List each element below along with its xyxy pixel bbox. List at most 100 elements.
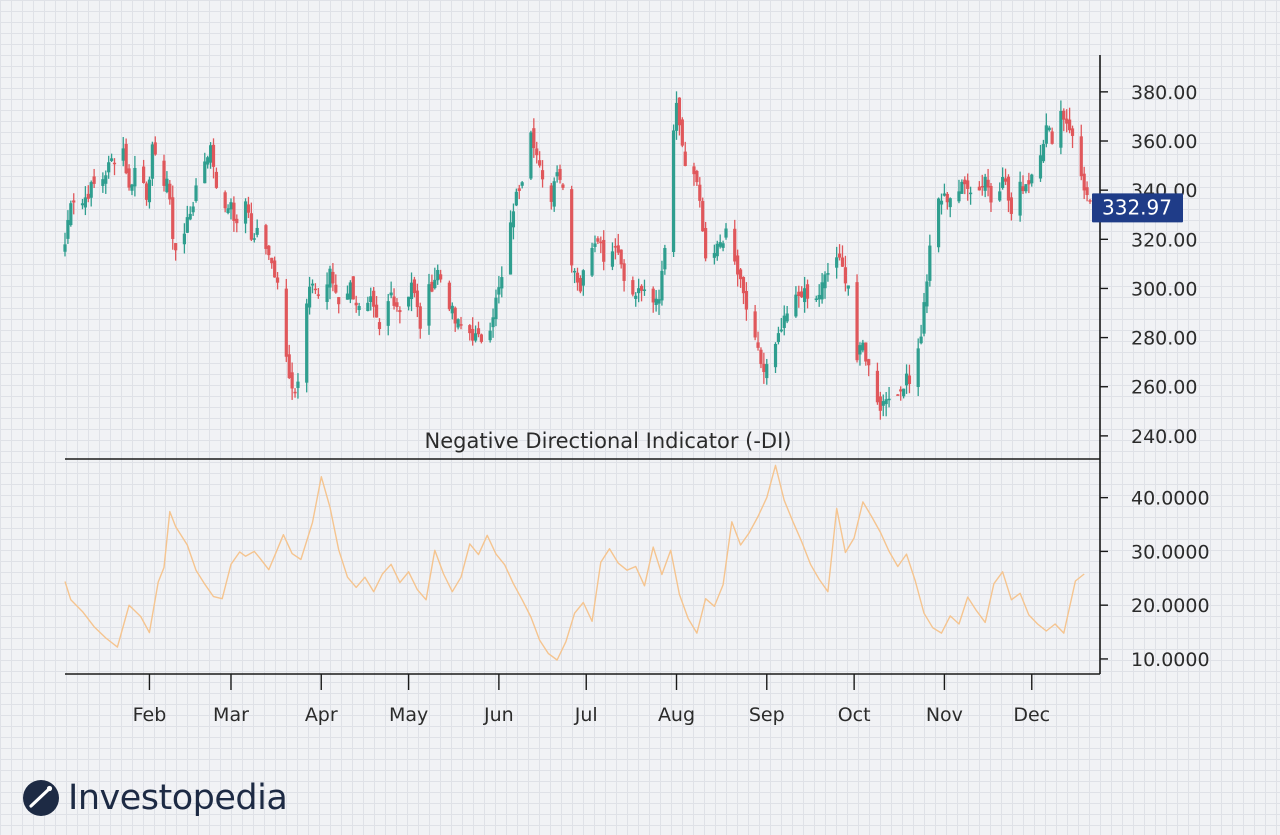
candle-body: [823, 274, 827, 289]
candle-body: [963, 179, 967, 185]
candle-body: [928, 245, 932, 281]
candle: [817, 284, 821, 307]
candle: [575, 267, 580, 291]
candle: [867, 358, 871, 377]
candle: [657, 289, 661, 315]
candle-body: [107, 162, 111, 173]
candle: [389, 281, 393, 299]
candle-body: [864, 342, 868, 362]
candle: [229, 198, 233, 220]
candle-body: [642, 289, 647, 291]
candle-body: [738, 269, 743, 280]
candle-body: [243, 201, 248, 224]
candle: [590, 242, 594, 277]
candle-body: [904, 373, 909, 386]
candle-body: [692, 166, 696, 175]
candle: [511, 203, 516, 240]
candle-body: [756, 342, 760, 348]
candle-body: [654, 298, 658, 305]
candle: [171, 185, 175, 250]
candle-body: [715, 243, 719, 257]
candle-body: [450, 305, 454, 314]
candle-body: [171, 197, 175, 239]
candle-body: [520, 182, 524, 186]
candle: [188, 206, 192, 221]
candle: [540, 160, 545, 188]
candle: [529, 130, 533, 181]
candle: [488, 322, 492, 343]
candle-body: [124, 143, 128, 174]
candle-body: [313, 288, 318, 291]
candle: [214, 167, 219, 189]
candle-body: [72, 200, 76, 203]
candle-body: [223, 192, 227, 209]
candle-body: [331, 271, 335, 284]
candle-body: [942, 193, 947, 196]
candle-body: [479, 334, 484, 342]
candle: [500, 266, 504, 298]
candle: [1050, 127, 1054, 145]
candle: [756, 331, 760, 351]
candle-body: [305, 303, 309, 383]
candle-body: [447, 282, 451, 310]
candle-body: [372, 290, 376, 307]
candle: [887, 387, 891, 408]
candle: [674, 91, 679, 140]
brand-name: Investopedia: [68, 778, 288, 818]
candle: [572, 268, 577, 284]
candle-body: [939, 200, 944, 205]
candle: [223, 190, 227, 213]
candle: [124, 138, 128, 175]
candle-body: [109, 158, 114, 161]
candle-body: [835, 257, 839, 268]
candle-body: [634, 295, 638, 299]
candle-body: [296, 381, 300, 388]
y-tick-label: 10.0000: [1131, 649, 1210, 671]
candle: [744, 282, 748, 321]
candle: [919, 324, 923, 345]
candle-body: [957, 191, 961, 202]
candle: [695, 169, 699, 187]
candle-body: [229, 202, 233, 210]
candle-body: [1079, 136, 1083, 177]
investopedia-logo[interactable]: Investopedia: [22, 778, 288, 818]
candle-body: [1050, 131, 1054, 144]
candle-body: [814, 298, 818, 300]
candle: [412, 276, 417, 298]
candle: [642, 279, 647, 296]
candle-body: [1082, 173, 1086, 191]
candle: [264, 223, 268, 255]
candle-body: [1062, 110, 1066, 120]
candle-body: [436, 269, 440, 281]
candle-body: [439, 274, 443, 280]
candle-body: [581, 270, 585, 286]
candle: [733, 219, 737, 265]
candle: [896, 394, 900, 396]
candle-body: [188, 213, 192, 220]
candle-body: [998, 191, 1002, 201]
candle: [538, 151, 542, 168]
candle: [226, 204, 230, 215]
candle-body: [671, 130, 676, 253]
candle-body: [334, 284, 338, 293]
candle-body: [639, 285, 644, 291]
candle: [928, 234, 932, 287]
candle: [969, 186, 973, 205]
candle-body: [121, 148, 125, 161]
candle: [89, 180, 93, 207]
price-candles: [63, 91, 1092, 420]
candle: [736, 249, 740, 287]
candle: [246, 196, 251, 219]
candle-body: [182, 233, 186, 245]
candle: [698, 177, 702, 208]
candle: [948, 197, 952, 218]
candle-body: [316, 294, 320, 296]
candle-body: [517, 188, 521, 191]
candle: [415, 283, 419, 318]
candle-body: [395, 302, 399, 308]
candle: [1003, 168, 1008, 186]
candle: [998, 182, 1002, 202]
candle-body: [704, 228, 708, 259]
candle-body: [150, 144, 154, 179]
candle-body: [275, 277, 280, 283]
